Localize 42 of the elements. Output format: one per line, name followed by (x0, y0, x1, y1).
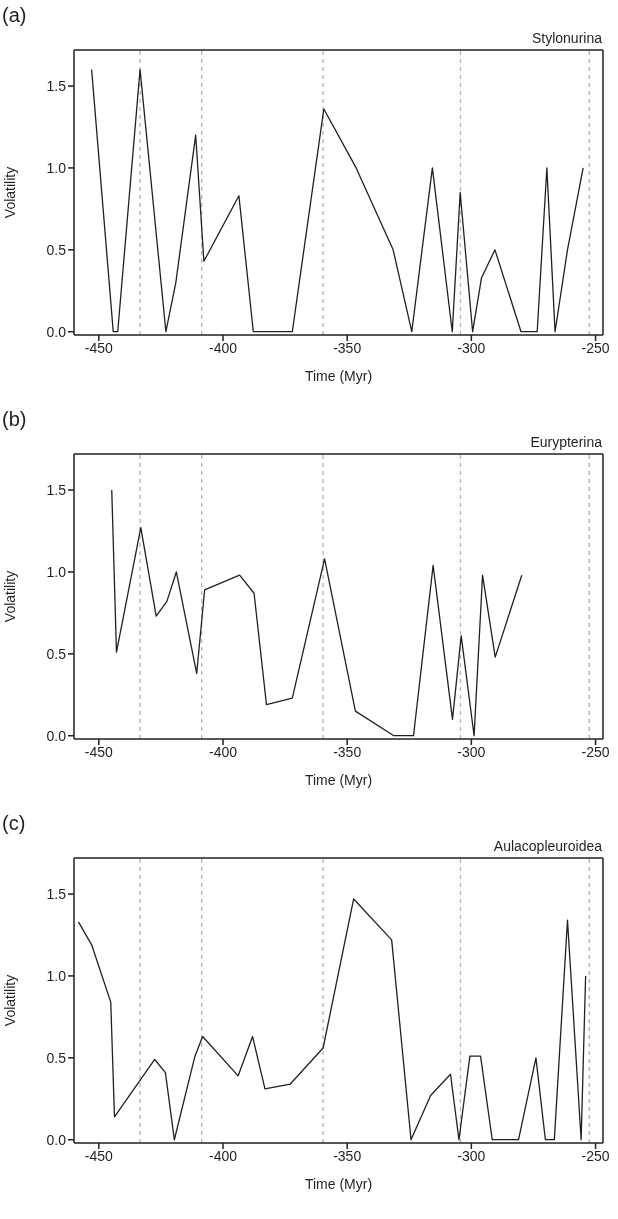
y-tick-label: 0.0 (46, 727, 67, 744)
y-axis-title: Volatility (1, 974, 18, 1027)
x-tick-label: -400 (209, 1147, 238, 1164)
x-tick-label: -300 (457, 743, 486, 760)
x-axis-title: Time (Myr) (304, 368, 373, 384)
x-axis-title: Time (Myr) (304, 772, 373, 788)
y-tick-label: 0.0 (46, 323, 67, 340)
y-tick-label: 1.0 (46, 967, 67, 984)
x-tick-label: -350 (333, 743, 362, 760)
line-series (111, 489, 523, 737)
x-tick-label: -300 (457, 339, 486, 356)
chart-title: Eurypterina (530, 434, 602, 450)
y-tick-label: 0.5 (46, 645, 67, 662)
x-tick-label: -450 (84, 339, 114, 356)
y-tick-label: 1.0 (46, 159, 67, 176)
y-axis-title: Volatility (1, 166, 18, 219)
text: (b) (2, 408, 27, 431)
x-tick-label: -400 (209, 743, 238, 760)
x-tick-label: -300 (457, 1147, 486, 1164)
y-tick-label: 0.5 (46, 1049, 67, 1066)
x-tick-label: -350 (333, 339, 362, 356)
x-tick-label: -350 (333, 1147, 362, 1164)
x-tick-label: -250 (581, 339, 610, 356)
chart-title: Stylonurina (531, 30, 602, 46)
x-axis-title: Time (Myr) (304, 1176, 373, 1192)
y-tick-label: 1.5 (46, 482, 67, 498)
text: (c) (2, 812, 26, 835)
x-tick-label: -450 (84, 743, 114, 760)
line-series (90, 69, 584, 333)
y-tick-label: 0.0 (46, 1131, 67, 1148)
y-tick-label: 0.5 (46, 241, 67, 258)
x-tick-label: -250 (581, 1147, 610, 1164)
line-series (77, 898, 587, 1141)
text: (a) (2, 4, 27, 27)
y-tick-label: 1.0 (46, 563, 67, 580)
chart-title: Aulacopleuroidea (493, 838, 602, 854)
y-axis-title: Volatility (1, 570, 18, 623)
x-tick-label: -400 (209, 339, 238, 356)
x-tick-label: -450 (84, 1147, 114, 1164)
y-tick-label: 1.5 (46, 78, 67, 94)
y-tick-label: 1.5 (46, 886, 67, 902)
x-tick-label: -250 (581, 743, 610, 760)
